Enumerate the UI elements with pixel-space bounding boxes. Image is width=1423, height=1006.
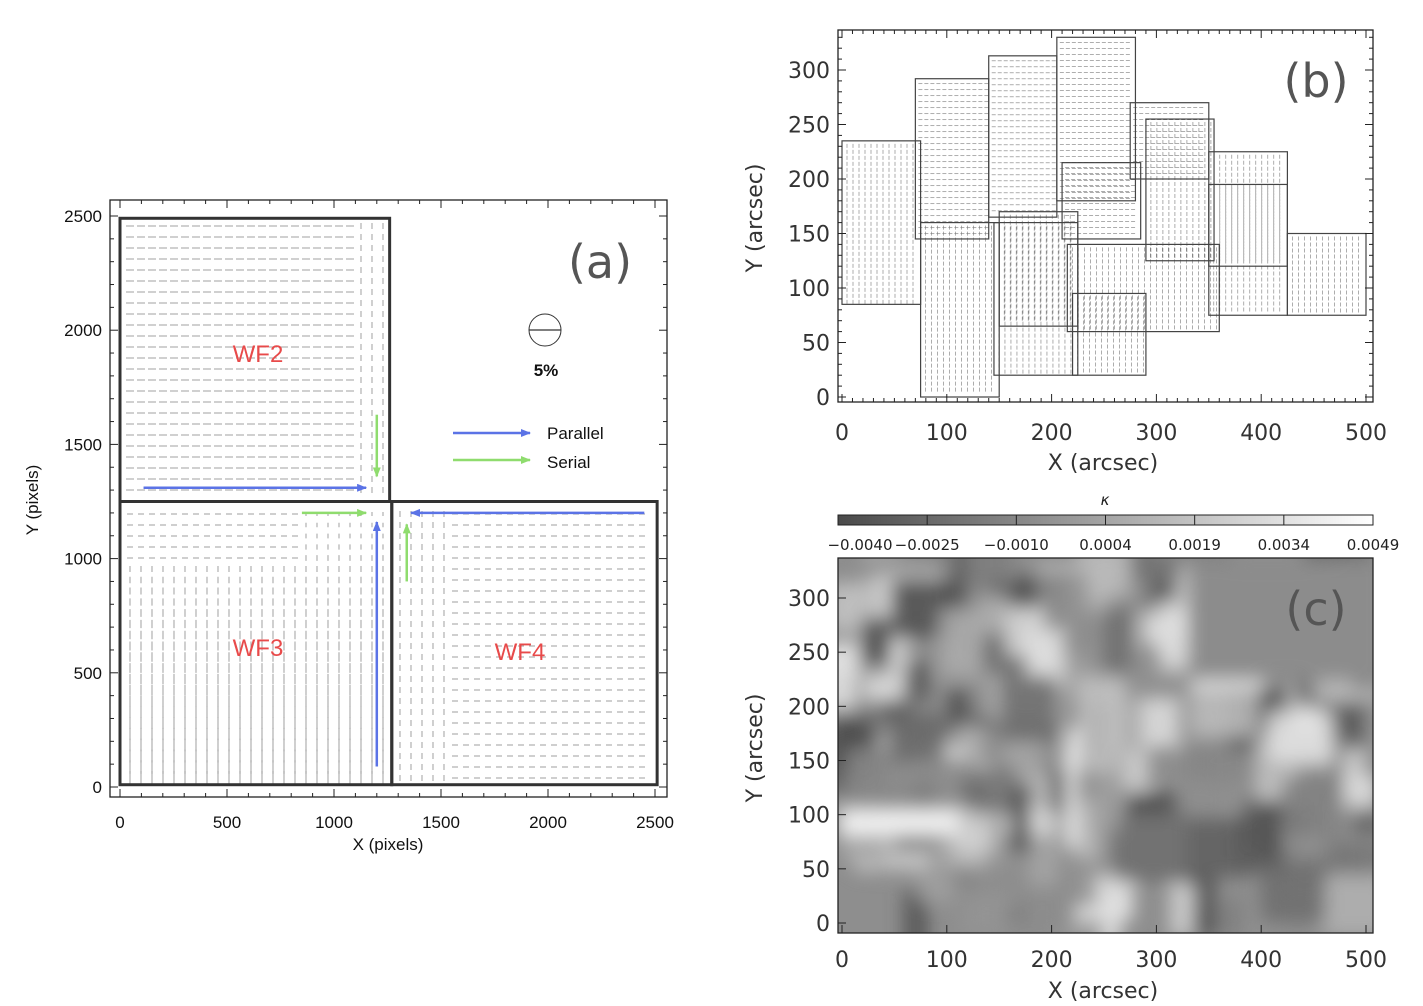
legend-parallel-label: Parallel <box>547 424 604 443</box>
panel-a: 0 500 1000 1500 2000 2500 0 500 1000 1500 2000 2500… <box>23 199 674 854</box>
x-tick-label-a: 1000 <box>315 813 353 832</box>
chip-outline-wf4 <box>390 500 659 787</box>
x-tick-label-a: 500 <box>213 813 241 832</box>
chip-label-wf4: WF4 <box>495 639 546 666</box>
scale-label: 5% <box>534 361 559 380</box>
y-tick-label-a: 1500 <box>64 435 102 454</box>
scale-indicator: 5% <box>528 313 562 380</box>
panel-label-a: (a) <box>568 235 632 289</box>
chip-outlines <box>118 216 659 787</box>
ticks-a: 0 500 1000 1500 2000 2500 0 500 1000 1500 2000 2500 <box>64 200 674 832</box>
y-tick-label-a: 2500 <box>64 207 102 226</box>
y-tick-label-a: 2000 <box>64 321 102 340</box>
chip-label-wf2: WF2 <box>233 341 284 368</box>
y-axis-label-a: Y (pixels) <box>23 465 42 536</box>
whisker-field-b <box>846 41 1359 392</box>
x-tick-label-a: 2500 <box>636 813 674 832</box>
x-tick-label-a: 0 <box>115 813 124 832</box>
legend-a: Parallel Serial <box>453 424 604 472</box>
x-tick-label-a: 2000 <box>529 813 567 832</box>
chip-label-wf3: WF3 <box>233 635 284 662</box>
y-tick-label-a: 0 <box>93 778 102 797</box>
x-tick-label-a: 1500 <box>422 813 460 832</box>
x-axis-label-a: X (pixels) <box>353 835 424 854</box>
cte-arrows <box>143 414 645 767</box>
legend-serial-label: Serial <box>547 453 590 472</box>
whisker-field-a <box>126 223 645 785</box>
axes-frame-a <box>109 199 668 798</box>
y-tick-label-a: 500 <box>74 664 102 683</box>
y-tick-label-a: 1000 <box>64 550 102 569</box>
